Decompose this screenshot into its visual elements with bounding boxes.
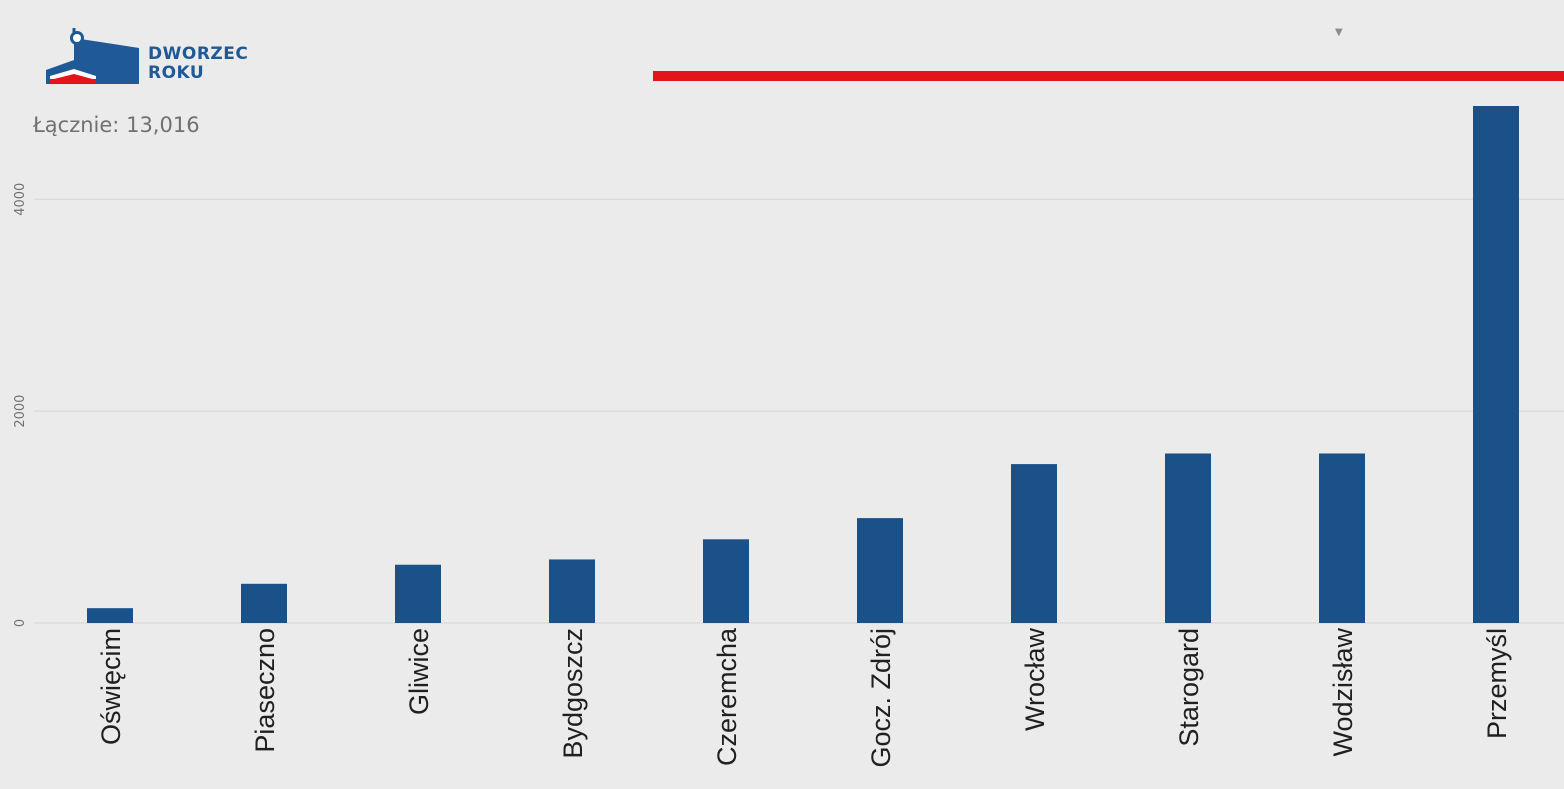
x-tick-label: Starogard <box>1174 628 1204 747</box>
x-tick-label: Gliwice <box>404 628 434 715</box>
logo-text-line1: DWORZEC <box>148 44 249 64</box>
x-tick-label: Wodzisław <box>1328 628 1358 757</box>
x-tick-label: Czeremcha <box>712 627 742 766</box>
chevron-down-icon[interactable]: ▼ <box>1335 27 1343 38</box>
y-tick-label: 0 <box>13 619 28 627</box>
bar <box>1011 464 1057 623</box>
x-tick-label: Przemyśl <box>1482 628 1512 739</box>
x-tick-label: Bydgoszcz <box>558 628 588 759</box>
total-count: Łącznie: 13,016 <box>33 113 200 137</box>
bar <box>1473 106 1519 623</box>
bar <box>1165 453 1211 623</box>
total-label: Łącznie: <box>33 113 120 137</box>
x-tick-label: Wrocław <box>1020 628 1050 732</box>
total-value: 13,016 <box>126 113 200 137</box>
station-logo-icon <box>46 28 139 84</box>
bar <box>395 564 441 623</box>
x-tick-label: Gocz. Zdrój <box>866 628 896 768</box>
y-tick-label: 2000 <box>13 395 28 428</box>
bar <box>1319 453 1365 623</box>
dworzec-roku-logo: DWORZEC ROKU <box>44 24 264 90</box>
bar <box>549 559 595 623</box>
accent-line <box>653 71 1564 81</box>
y-tick-label: 4000 <box>13 183 28 216</box>
x-tick-label: Oświęcim <box>96 628 126 745</box>
bar <box>857 518 903 623</box>
bar <box>703 539 749 623</box>
bar <box>241 583 287 623</box>
bar <box>87 608 133 623</box>
x-tick-label: Piaseczno <box>250 628 280 753</box>
logo-text-line2: ROKU <box>148 63 205 83</box>
